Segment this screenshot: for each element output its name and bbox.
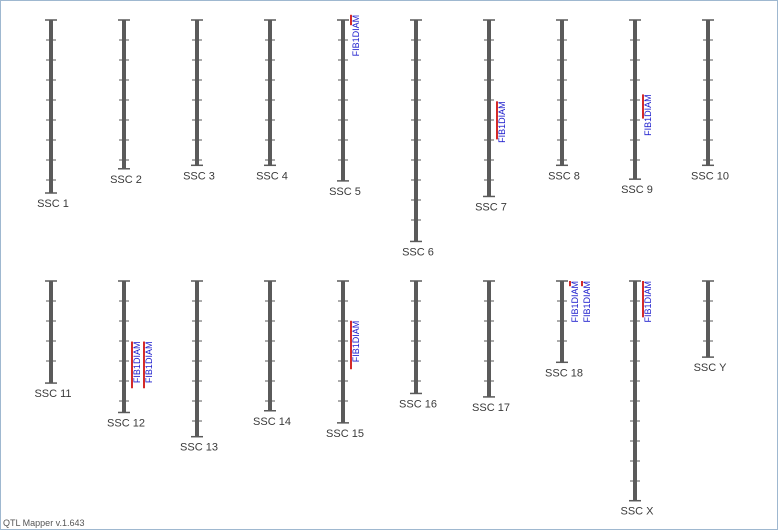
chromosome-ssc-6[interactable]: SSC 6 (402, 19, 434, 258)
version-label: QTL Mapper v.1.643 (3, 518, 85, 528)
chromosome-label: SSC 18 (545, 367, 583, 379)
chromosome-ssc-16[interactable]: SSC 16 (399, 280, 437, 410)
chromosome-label: SSC 17 (472, 402, 510, 414)
chromosome-label: SSC 5 (329, 186, 361, 198)
chromosome-bar (633, 281, 637, 501)
chromosome-label: SSC 9 (621, 184, 653, 196)
chromosome-bar (706, 281, 710, 358)
chromosome-bar (195, 20, 199, 166)
chromosome-label: SSC 4 (256, 170, 288, 182)
chromosome-label: SSC 12 (107, 417, 145, 429)
chromosome-ssc-12[interactable]: FIB1DIAM FIB1DIAM SSC 12 (107, 280, 154, 429)
chromosome-ssc-4[interactable]: SSC 4 (256, 19, 288, 182)
chromosome-ssc-17[interactable]: SSC 17 (472, 280, 510, 414)
chromosome-bar (341, 281, 345, 423)
chromosome-bar (268, 281, 272, 411)
chromosome-bar (560, 281, 564, 363)
chromosome-bar (195, 281, 199, 437)
chromosome-bar (122, 281, 126, 413)
qtl-label[interactable]: FIB1DIAM (570, 281, 580, 323)
chromosome-bar (560, 20, 564, 166)
chromosome-ssc-15[interactable]: FIB1DIAM SSC 15 (326, 280, 364, 440)
qtl-label[interactable]: FIB1DIAM (643, 281, 653, 323)
chromosome-bar (122, 20, 126, 169)
chromosome-ssc-11[interactable]: SSC 11 (34, 280, 72, 400)
qtl-label[interactable]: FIB1DIAM (582, 281, 592, 323)
chromosome-label: SSC 3 (183, 170, 215, 182)
chromosome-bar (706, 20, 710, 166)
chromosome-label: SSC 14 (253, 416, 291, 428)
chromosome-ssc-7[interactable]: FIB1DIAM SSC 7 (475, 19, 507, 213)
chromosome-label: SSC Y (694, 362, 727, 374)
chromosome-bar (49, 281, 53, 384)
chromosome-label: SSC 1 (37, 198, 69, 210)
chromosome-ssc-14[interactable]: SSC 14 (253, 280, 291, 428)
chromosome-bar (414, 281, 418, 394)
qtl-label[interactable]: FIB1DIAM (144, 342, 154, 384)
chromosome-bar (487, 281, 491, 397)
chromosome-ssc-x[interactable]: FIB1DIAM SSC X (620, 280, 654, 518)
chromosome-label: SSC 15 (326, 428, 364, 440)
chromosome-ssc-10[interactable]: SSC 10 (691, 19, 729, 182)
chromosome-bar (49, 20, 53, 193)
qtl-label[interactable]: FIB1DIAM (497, 101, 507, 143)
chromosome-label: SSC 8 (548, 170, 580, 182)
chromosome-label: SSC 7 (475, 201, 507, 213)
chromosome-label: SSC 13 (180, 442, 218, 454)
qtl-label[interactable]: FIB1DIAM (132, 342, 142, 384)
chromosome-ssc-3[interactable]: SSC 3 (183, 19, 215, 182)
chromosome-bar (268, 20, 272, 166)
qtl-label[interactable]: FIB1DIAM (351, 15, 361, 57)
chromosome-bar (414, 20, 418, 242)
chromosome-ssc-2[interactable]: SSC 2 (110, 19, 142, 186)
chromosome-ssc-9[interactable]: FIB1DIAM SSC 9 (621, 19, 653, 196)
chromosome-label: SSC 10 (691, 170, 729, 182)
qtl-label[interactable]: FIB1DIAM (643, 94, 653, 136)
chromosome-label: SSC 16 (399, 398, 437, 410)
chromosome-ssc-1[interactable]: SSC 1 (37, 19, 69, 210)
chromosome-ssc-8[interactable]: SSC 8 (548, 19, 580, 182)
chromosome-label: SSC 6 (402, 246, 434, 258)
qtl-label[interactable]: FIB1DIAM (351, 321, 361, 363)
chromosome-ssc-5[interactable]: FIB1DIAM SSC 5 (329, 14, 361, 198)
chromosome-label: SSC 11 (34, 388, 71, 400)
chromosome-ssc-y[interactable]: SSC Y (694, 280, 727, 374)
chromosome-label: SSC 2 (110, 174, 142, 186)
chromosome-label: SSC X (620, 506, 654, 518)
chromosome-bar (487, 20, 491, 197)
chromosome-ssc-18[interactable]: FIB1DIAM FIB1DIAM SSC 18 (545, 280, 592, 379)
chromosome-ssc-13[interactable]: SSC 13 (180, 280, 218, 454)
